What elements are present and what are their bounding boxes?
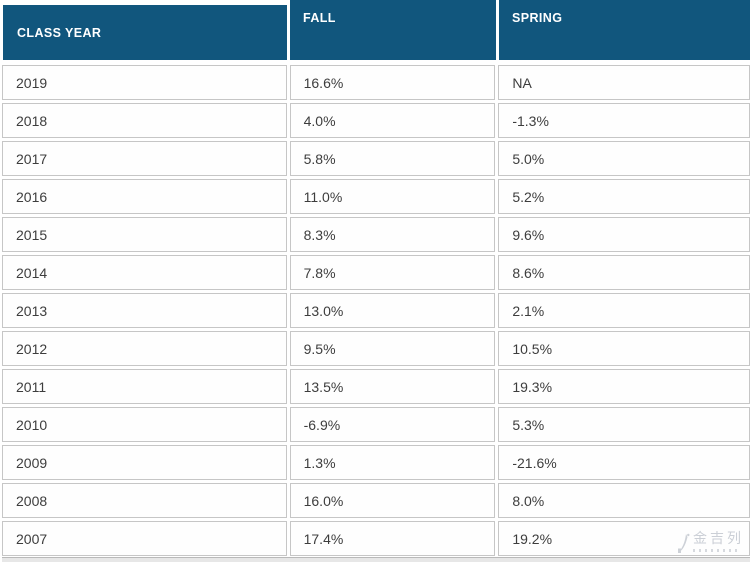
year-cell: 2008 — [2, 483, 287, 518]
column-header-label: CLASS YEAR — [17, 25, 102, 40]
table-body: 2019 16.6% NA 2018 4.0% -1.3% 2017 5.8% … — [2, 65, 750, 559]
spring-cell: 8.6% — [498, 255, 750, 290]
fall-cell: 17.4% — [289, 521, 496, 556]
year-cell: 2010 — [2, 407, 287, 442]
column-header-fall: FALL — [290, 0, 496, 60]
fall-cell: 11.0% — [289, 179, 496, 214]
table-row: 2016 11.0% 5.2% — [2, 179, 750, 214]
spring-cell: 5.0% — [498, 141, 750, 176]
fall-cell: 13.5% — [289, 369, 496, 404]
table-row: 2012 9.5% 10.5% — [2, 331, 750, 366]
year-cell: 2012 — [2, 331, 287, 366]
year-cell: 2015 — [2, 217, 287, 252]
fall-cell: 16.6% — [289, 65, 496, 100]
table-row: 2013 13.0% 2.1% — [2, 293, 750, 328]
watermark-subtext-marks — [693, 549, 737, 552]
table-row: 2008 16.0% 8.0% — [2, 483, 750, 518]
spring-cell: 5.3% — [498, 407, 750, 442]
column-header-class-year: CLASS YEAR — [3, 5, 287, 60]
year-cell: 2011 — [2, 369, 287, 404]
spring-cell: 2.1% — [498, 293, 750, 328]
fall-cell: 5.8% — [289, 141, 496, 176]
jjl-logo-icon — [678, 533, 690, 553]
spring-cell: 8.0% — [498, 483, 750, 518]
table-row: 2007 17.4% 19.2% — [2, 521, 750, 556]
spring-cell: -1.3% — [498, 103, 750, 138]
spring-cell: 10.5% — [498, 331, 750, 366]
table-row: 2017 5.8% 5.0% — [2, 141, 750, 176]
year-cell: 2014 — [2, 255, 287, 290]
spring-cell: 9.6% — [498, 217, 750, 252]
fall-cell: 9.5% — [289, 331, 496, 366]
year-cell: 2019 — [2, 65, 287, 100]
spring-cell: NA — [498, 65, 750, 100]
spring-cell: 19.2% — [498, 521, 750, 556]
column-header-label: FALL — [303, 11, 336, 25]
watermark-text-block: 金吉列 — [693, 531, 744, 552]
spring-cell: -21.6% — [498, 445, 750, 480]
table-row: 2018 4.0% -1.3% — [2, 103, 750, 138]
cropped-next-row-edge — [2, 557, 750, 562]
year-cell: 2013 — [2, 293, 287, 328]
watermark: 金吉列 — [676, 531, 744, 556]
fall-cell: 13.0% — [289, 293, 496, 328]
spring-cell: 5.2% — [498, 179, 750, 214]
year-cell: 2009 — [2, 445, 287, 480]
fall-cell: 7.8% — [289, 255, 496, 290]
year-cell: 2007 — [2, 521, 287, 556]
table-row: 2019 16.6% NA — [2, 65, 750, 100]
table-row: 2015 8.3% 9.6% — [2, 217, 750, 252]
watermark-text: 金吉列 — [693, 531, 744, 547]
spring-cell: 19.3% — [498, 369, 750, 404]
table-row: 2009 1.3% -21.6% — [2, 445, 750, 480]
column-header-spring: SPRING — [499, 0, 750, 60]
fall-cell: 4.0% — [289, 103, 496, 138]
fall-cell: -6.9% — [289, 407, 496, 442]
fall-cell: 16.0% — [289, 483, 496, 518]
year-cell: 2016 — [2, 179, 287, 214]
column-header-label: SPRING — [512, 11, 563, 25]
table-row: 2011 13.5% 19.3% — [2, 369, 750, 404]
table-row: 2014 7.8% 8.6% — [2, 255, 750, 290]
fall-cell: 8.3% — [289, 217, 496, 252]
fall-cell: 1.3% — [289, 445, 496, 480]
year-cell: 2017 — [2, 141, 287, 176]
table-row: 2010 -6.9% 5.3% — [2, 407, 750, 442]
year-cell: 2018 — [2, 103, 287, 138]
